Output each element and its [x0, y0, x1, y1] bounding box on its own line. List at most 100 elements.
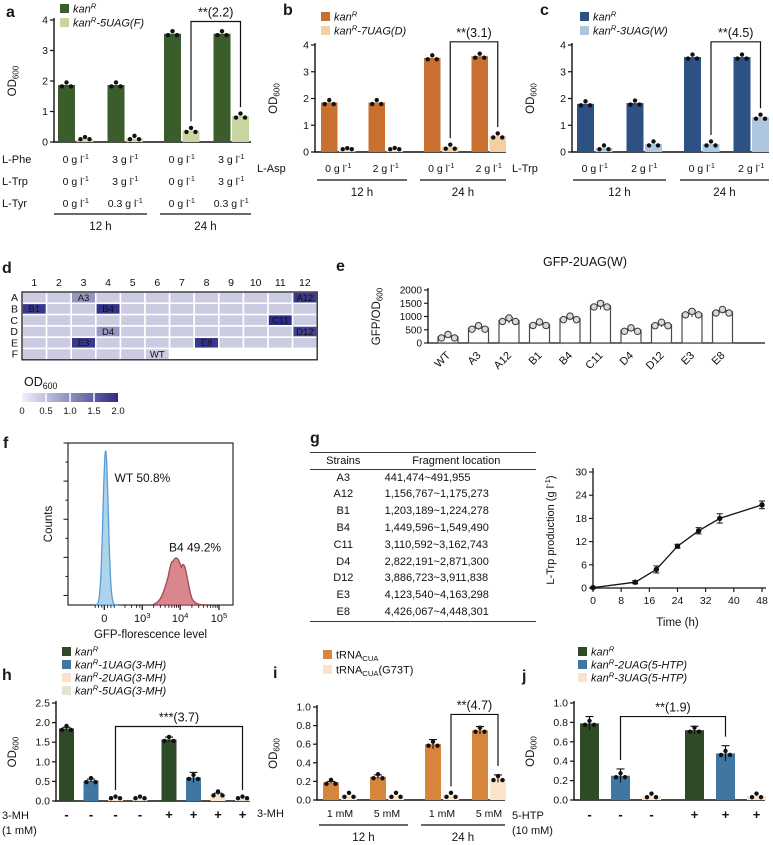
data-dot: [597, 147, 602, 152]
data-dot: [452, 146, 457, 151]
heatmap-col-label: 12: [299, 277, 311, 289]
data-dot: [468, 325, 476, 333]
legend-label: kanR: [73, 1, 97, 15]
data-dot: [505, 314, 513, 322]
y-tick-label: 1.5: [35, 737, 50, 749]
y-tick-label: 24: [575, 490, 587, 502]
bar: [232, 116, 249, 142]
data-dot: [644, 795, 650, 800]
legend-label: kanR-3UAG(W): [593, 23, 668, 37]
data-dot: [215, 33, 220, 38]
bar: [58, 84, 75, 142]
data-dot: [393, 790, 399, 796]
data-dot: [132, 133, 137, 139]
data-dot: [596, 299, 605, 308]
bar: [642, 796, 661, 800]
heatmap-col-label: 4: [105, 277, 111, 289]
heatmap-cell: [242, 313, 269, 327]
bar: [368, 102, 385, 152]
panel-f-label: f: [3, 435, 9, 452]
panel-f: f Counts WT 50.8% B4 49.2% 0 103 104 105 GFP-fl…: [0, 430, 290, 645]
data-dot: [93, 779, 98, 785]
bar: [595, 147, 613, 152]
heatmap-cell-label: E8: [201, 338, 213, 349]
data-dot: [735, 56, 740, 61]
heatmap-cell: [242, 325, 269, 339]
table-cell: 3,110,592~3,162,743: [384, 538, 489, 551]
legend-label: kanR-5UAG(3-MH): [75, 683, 166, 697]
data-dot: [681, 311, 690, 319]
sign-value: -: [113, 807, 117, 822]
panel-i: i tRNACUA tRNACUA(G73T) 0.0 0.2 0.4 0.6 0.8 1.0…: [255, 645, 510, 845]
heatmap-cell: [119, 325, 146, 339]
y-tick-label: 4: [303, 40, 309, 52]
data-dot: [473, 729, 478, 734]
data-dot: [186, 776, 192, 782]
y-tick-label: 0.8: [296, 720, 311, 732]
bar: [186, 777, 201, 801]
legend-label: kanR-7UAG(D): [334, 23, 407, 37]
y-tick-label: 500: [405, 325, 422, 336]
data-dot: [758, 112, 763, 117]
data-dot: [184, 129, 189, 135]
sign-value: -: [89, 807, 93, 822]
colorbar-tick-label: 1.5: [87, 406, 100, 417]
data-dot: [87, 137, 92, 142]
heatmap-cell: [21, 291, 48, 305]
y-tick-label: 3: [303, 66, 309, 78]
heatmap-cell: [21, 336, 48, 350]
bar: [107, 84, 125, 142]
heatmap-cell: [144, 336, 171, 350]
data-dot: [653, 795, 659, 800]
data-dot: [233, 115, 239, 120]
table-row: E8 4,426,067~4,448,301: [310, 604, 536, 621]
x-tick-label: 8: [618, 595, 624, 607]
data-dot: [542, 321, 550, 330]
data-dot: [443, 146, 448, 151]
data-dot: [566, 312, 574, 320]
condition-value: 0 g l-1: [582, 161, 608, 175]
data-dot: [500, 777, 505, 783]
y-tick-label: 12: [575, 536, 587, 548]
y-tick-label: 4: [560, 40, 566, 52]
bar: [589, 305, 612, 344]
data-dot: [351, 794, 356, 800]
sign-value: -: [618, 807, 622, 822]
y-tick-label: 1000: [400, 312, 423, 323]
y-axis-label: L-Trp production (g l-1): [543, 475, 557, 584]
significance-bracket: [619, 715, 727, 760]
bar: [341, 795, 357, 800]
table-cell: C11: [333, 538, 353, 551]
condition-row-label: L-Trp: [2, 176, 28, 188]
data-dot: [398, 794, 403, 800]
condition-row-label: L-Tyr: [2, 198, 27, 210]
x-category-label: C11: [583, 350, 605, 372]
data-dot: [238, 111, 243, 116]
data-dot: [495, 773, 501, 779]
plot-border: [67, 442, 234, 606]
panel-i-label: i: [273, 665, 278, 682]
heatmap-cell: [267, 325, 294, 339]
data-dot: [708, 139, 714, 144]
data-dot: [328, 777, 334, 783]
heatmap-cell: [144, 325, 171, 339]
heatmap-cell-label: A3: [78, 293, 90, 304]
y-axis-label: OD600: [7, 65, 21, 96]
y-tick-label: 0.4: [296, 757, 311, 769]
bar: [685, 730, 704, 800]
sign-value: +: [214, 807, 222, 822]
condition-value: 0 g l-1: [169, 174, 195, 188]
heatmap-cell: [168, 347, 196, 361]
data-dot: [473, 55, 478, 60]
heatmap-row-label: E: [11, 337, 18, 349]
data-dot: [749, 795, 755, 800]
condition-value: 0 g l-1: [169, 152, 195, 166]
table-row: B1 1,203,189~1,224,278: [310, 504, 536, 521]
condition-value: 0 g l-1: [689, 161, 715, 175]
legend-swatch: [62, 673, 71, 682]
data-point: [695, 528, 702, 534]
data-dot: [744, 56, 749, 61]
heatmap-cell: [267, 347, 294, 361]
heatmap-cell: [242, 291, 269, 305]
